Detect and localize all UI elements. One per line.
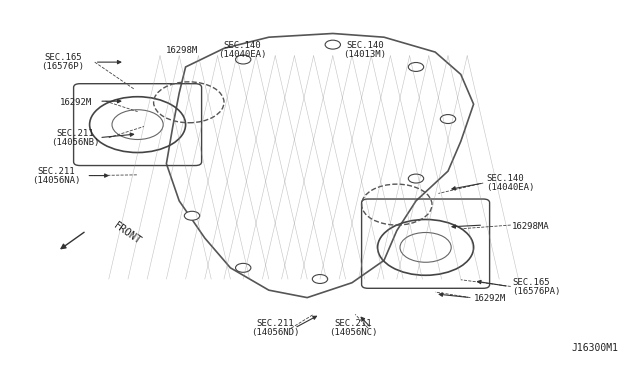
Text: (14040EA): (14040EA) — [218, 50, 266, 59]
Text: SEC.140: SEC.140 — [223, 41, 260, 50]
Circle shape — [236, 55, 251, 64]
Text: (14056NA): (14056NA) — [32, 176, 81, 185]
Text: J16300M1: J16300M1 — [572, 343, 619, 353]
Text: SEC.211: SEC.211 — [57, 129, 94, 138]
Text: (14040EA): (14040EA) — [486, 183, 535, 192]
Circle shape — [440, 115, 456, 124]
Text: (14056NC): (14056NC) — [329, 328, 378, 337]
Text: (14056NB): (14056NB) — [51, 138, 100, 147]
Circle shape — [312, 275, 328, 283]
Text: FRONT: FRONT — [112, 221, 143, 247]
Circle shape — [184, 211, 200, 220]
Text: SEC.211: SEC.211 — [335, 319, 372, 328]
Text: (14013M): (14013M) — [343, 50, 387, 59]
Text: SEC.140: SEC.140 — [346, 41, 383, 50]
Text: SEC.165: SEC.165 — [44, 53, 81, 62]
Text: 16292M: 16292M — [474, 294, 506, 303]
Text: 16292M: 16292M — [60, 98, 92, 107]
Text: (16576P): (16576P) — [41, 62, 84, 71]
Text: 16298MA: 16298MA — [512, 222, 550, 231]
Text: SEC.211: SEC.211 — [257, 319, 294, 328]
Circle shape — [325, 40, 340, 49]
Text: 16298M: 16298M — [166, 46, 198, 55]
Text: (16576PA): (16576PA) — [512, 287, 561, 296]
Circle shape — [408, 62, 424, 71]
Text: (14056ND): (14056ND) — [251, 328, 300, 337]
Circle shape — [236, 263, 251, 272]
Text: SEC.140: SEC.140 — [486, 174, 524, 183]
Text: SEC.211: SEC.211 — [38, 167, 75, 176]
Circle shape — [408, 174, 424, 183]
Text: SEC.165: SEC.165 — [512, 278, 550, 287]
